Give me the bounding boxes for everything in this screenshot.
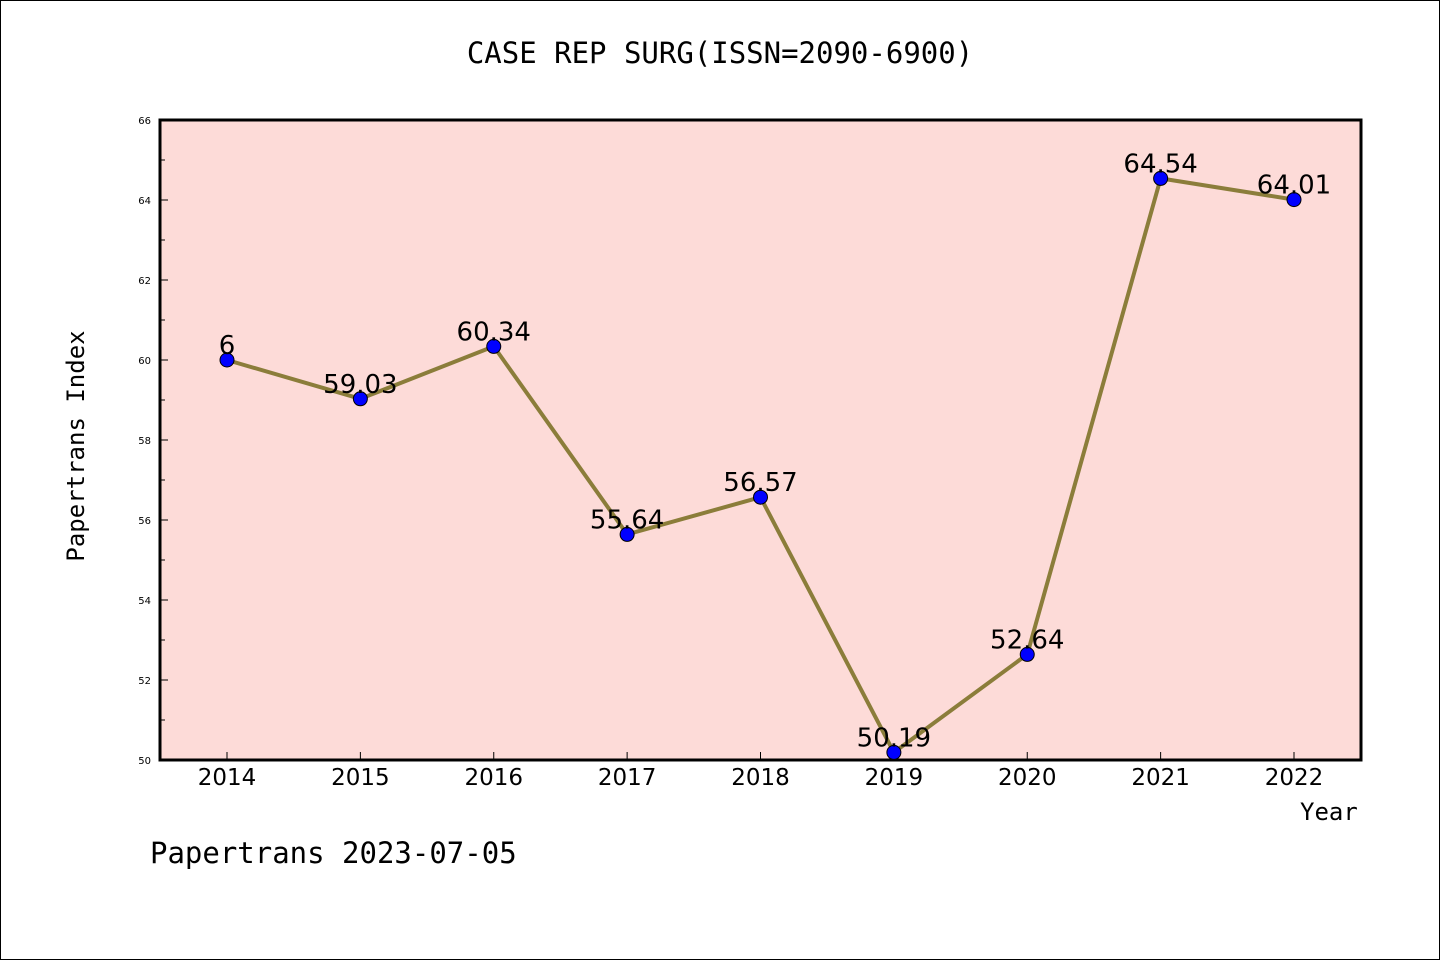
y-tick-label: 64 [138,196,151,207]
data-point [1153,170,1169,186]
data-label: 52.64 [990,625,1064,655]
x-tick-label: 2016 [464,765,523,791]
y-tick-label: 52 [138,676,151,687]
plot-area [160,120,1361,760]
data-point [352,391,368,407]
data-label: 6 [219,331,236,361]
y-tick-label: 54 [138,596,151,607]
plot-border [158,118,1363,762]
y-tick-label: 60 [138,356,151,367]
x-tick-label: 2018 [731,765,790,791]
x-tick-label: 2017 [598,765,657,791]
x-tick-label: 2014 [198,765,257,791]
data-label: 56.57 [723,468,797,498]
y-tick-label: 62 [138,276,151,287]
data-label: 60.34 [457,317,531,347]
data-point [1019,646,1035,662]
x-tick-label: 2022 [1265,765,1324,791]
x-tick-label: 2019 [865,765,924,791]
data-point [1286,192,1302,208]
data-point [619,526,635,542]
x-axis-label: Year [1300,798,1358,826]
footer-text: Papertrans 2023-07-05 [150,836,517,870]
data-label: 64.01 [1257,171,1331,201]
data-label: 55.64 [590,505,664,535]
data-point [486,338,502,354]
data-point [753,489,768,505]
x-tick-label: 2020 [998,765,1057,791]
y-tick-label: 56 [138,516,151,527]
data-point [886,744,902,760]
y-tick-label: 50 [138,756,151,767]
y-tick-label: 58 [138,436,151,447]
y-tick-label: 66 [138,116,151,127]
chart-title: CASE REP SURG(ISSN=2090-6900) [466,36,974,70]
data-point [219,352,235,368]
data-label: 59.03 [323,370,397,400]
data-label: 64.54 [1123,149,1197,179]
x-tick-label: 2015 [331,765,390,791]
data-label: 50.19 [857,723,931,753]
x-tick-label: 2021 [1131,765,1190,791]
